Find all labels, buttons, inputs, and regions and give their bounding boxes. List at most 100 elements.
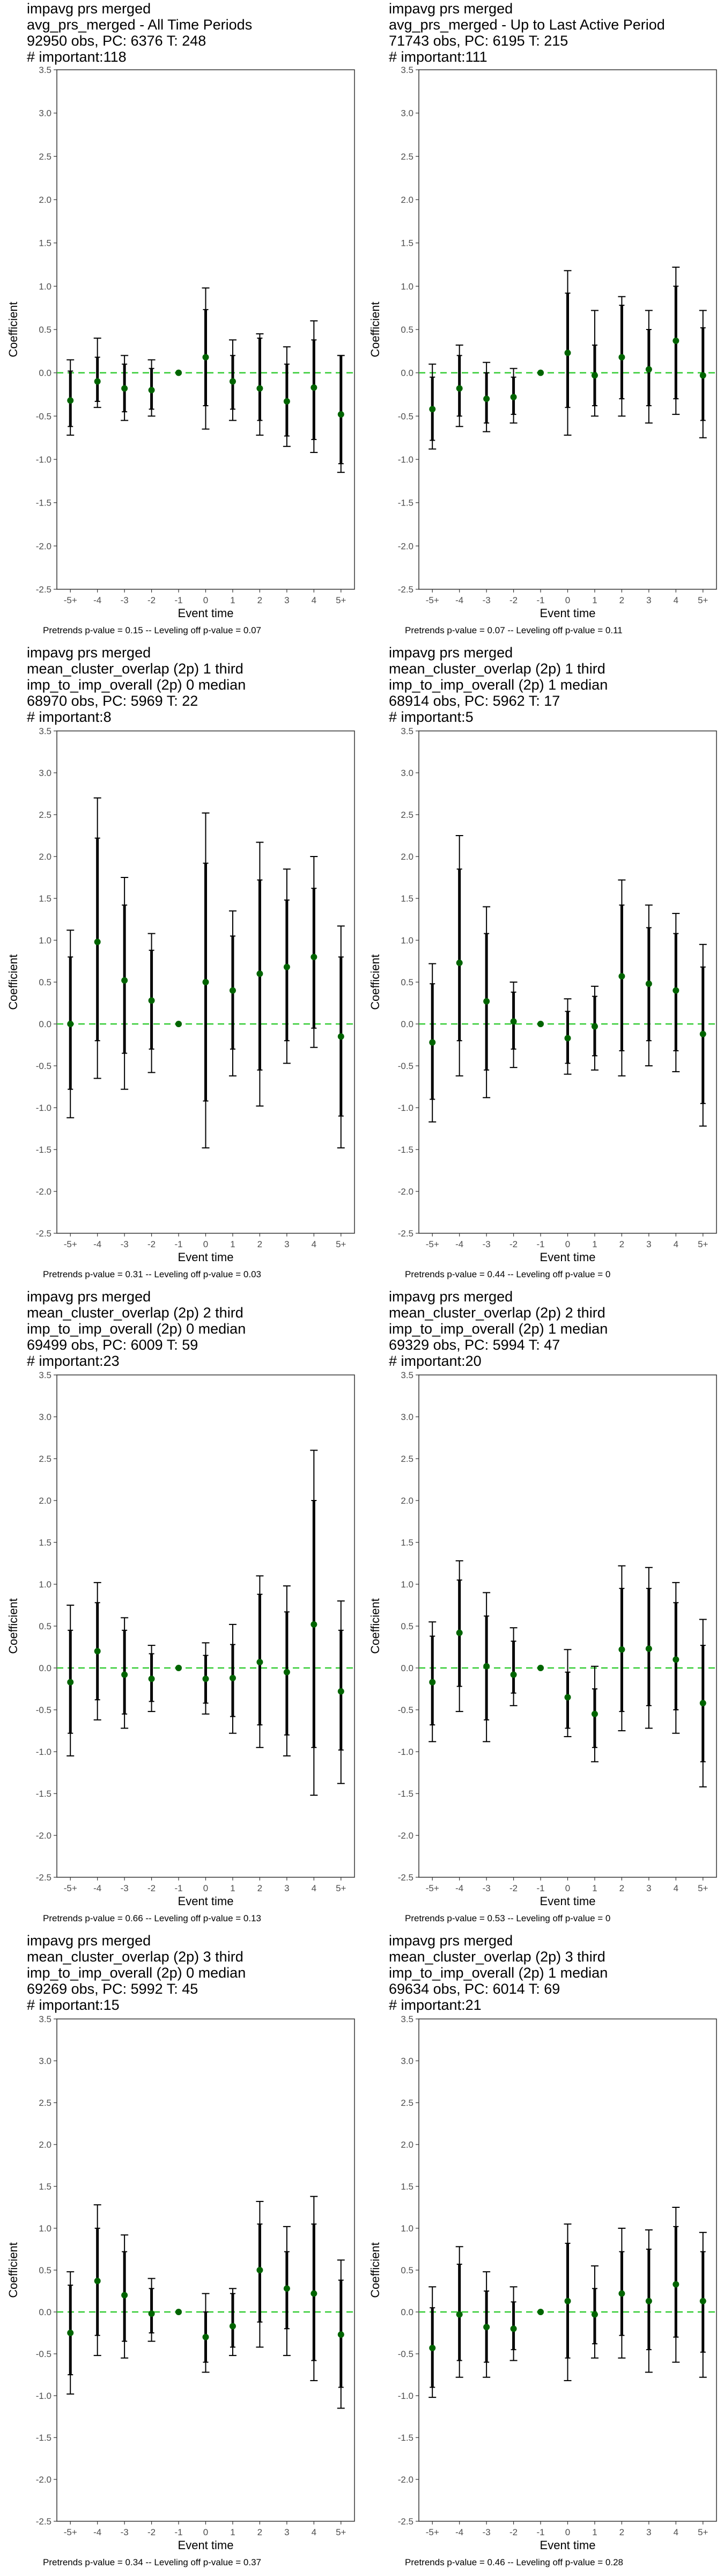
chart-title-line: # important:23 bbox=[27, 1353, 120, 1369]
chart-title-line: avg_prs_merged - All Time Periods bbox=[27, 17, 252, 33]
y-tick-label: 0.0 bbox=[401, 1019, 413, 1029]
y-tick-label: -2.5 bbox=[36, 584, 51, 595]
chart-title-line: imp_to_imp_overall (2p) 1 median bbox=[389, 677, 608, 693]
chart-title-line: 69329 obs, PC: 5994 T: 47 bbox=[389, 1337, 560, 1353]
x-tick-label: 4 bbox=[312, 1239, 316, 1249]
y-tick-label: 0.0 bbox=[401, 2307, 413, 2317]
x-tick-label: 5+ bbox=[336, 2527, 346, 2537]
x-tick-label: -5+ bbox=[64, 595, 77, 605]
coefficient-point bbox=[283, 398, 290, 405]
y-tick-label: 3.5 bbox=[401, 2014, 413, 2024]
coefficient-point bbox=[591, 1023, 598, 1030]
coefficient-point bbox=[645, 366, 652, 373]
chart-title-line: # important:15 bbox=[27, 1997, 120, 2013]
coefficient-point bbox=[510, 1671, 517, 1678]
x-tick-label: 5+ bbox=[336, 595, 346, 605]
coefficient-point bbox=[337, 1033, 344, 1040]
coefficient-point bbox=[311, 384, 317, 391]
x-tick-label: 2 bbox=[257, 1883, 262, 1893]
x-tick-label: 1 bbox=[230, 1239, 235, 1249]
coefficient-point bbox=[618, 354, 625, 361]
x-tick-label: -2 bbox=[147, 1883, 156, 1893]
coefficient-point bbox=[510, 2325, 517, 2332]
coefficient-point bbox=[67, 1679, 74, 1686]
y-axis-title: Coefficient bbox=[368, 302, 382, 357]
coefficient-point bbox=[429, 406, 436, 413]
chart-title-line: # important:20 bbox=[389, 1353, 482, 1369]
x-tick-label: 4 bbox=[312, 2527, 316, 2537]
coefficient-point bbox=[229, 1674, 236, 1681]
coefficient-point bbox=[645, 2297, 652, 2304]
y-axis-title: Coefficient bbox=[6, 302, 20, 357]
y-axis-title: Coefficient bbox=[6, 1598, 20, 1654]
plot-frame bbox=[418, 730, 717, 1234]
x-tick-label: -3 bbox=[121, 1239, 129, 1249]
y-tick-label: -0.5 bbox=[36, 411, 51, 421]
y-tick-label: -2.0 bbox=[36, 541, 51, 551]
coefficient-point bbox=[256, 1659, 263, 1666]
x-tick-label: 3 bbox=[646, 2527, 651, 2537]
x-tick-label: 2 bbox=[619, 595, 624, 605]
x-tick-label: 4 bbox=[674, 1883, 678, 1893]
y-tick-label: 2.0 bbox=[401, 195, 413, 205]
chart-title-line: impavg prs merged bbox=[27, 645, 151, 661]
y-tick-label: 1.5 bbox=[401, 2182, 413, 2192]
x-tick-label: 0 bbox=[203, 1239, 208, 1249]
y-tick-label: 3.5 bbox=[401, 65, 413, 75]
x-tick-label: 5+ bbox=[336, 1239, 346, 1249]
x-tick-label: 3 bbox=[646, 595, 651, 605]
y-tick-label: -2.5 bbox=[36, 2516, 51, 2527]
y-tick-label: 0.5 bbox=[39, 1621, 51, 1631]
y-tick-label: -1.0 bbox=[398, 455, 413, 465]
y-tick-label: 1.0 bbox=[401, 935, 413, 946]
coefficient-point bbox=[537, 369, 544, 376]
chart-title-line: imp_to_imp_overall (2p) 0 median bbox=[27, 677, 246, 693]
y-tick-label: 2.0 bbox=[39, 2140, 51, 2150]
chart-title-line: impavg prs merged bbox=[389, 1289, 513, 1305]
chart-title-line: mean_cluster_overlap (2p) 1 third bbox=[389, 661, 605, 677]
chart-caption: Pretrends p-value = 0.66 -- Leveling off… bbox=[43, 1913, 261, 1923]
chart-title-line: impavg prs merged bbox=[27, 1289, 151, 1305]
y-tick-label: 1.0 bbox=[401, 1579, 413, 1590]
x-tick-label: -4 bbox=[93, 1239, 101, 1249]
chart-title-line: impavg prs merged bbox=[389, 1, 513, 17]
coefficient-point bbox=[483, 998, 490, 1005]
x-tick-label: 2 bbox=[257, 595, 262, 605]
x-tick-label: -1 bbox=[536, 2527, 544, 2537]
y-tick-label: 2.0 bbox=[401, 1496, 413, 1506]
x-axis-title: Event time bbox=[178, 1894, 234, 1908]
coefficient-point bbox=[229, 378, 236, 385]
coefficient-point bbox=[202, 354, 209, 361]
x-tick-label: -5+ bbox=[426, 1883, 439, 1893]
y-tick-label: -1.0 bbox=[398, 1103, 413, 1113]
coefficient-point bbox=[311, 954, 317, 961]
x-tick-label: -3 bbox=[121, 595, 129, 605]
y-tick-label: -0.5 bbox=[36, 2349, 51, 2359]
x-tick-label: 3 bbox=[646, 1239, 651, 1249]
coefficient-point bbox=[429, 1679, 436, 1686]
coefficient-point bbox=[673, 987, 679, 994]
x-tick-label: 2 bbox=[619, 1239, 624, 1249]
coefficient-point bbox=[483, 1663, 490, 1670]
y-tick-label: 2.0 bbox=[401, 2140, 413, 2150]
coefficient-point bbox=[148, 2310, 155, 2317]
y-tick-label: 3.5 bbox=[39, 1370, 51, 1380]
chart-title-line: imp_to_imp_overall (2p) 1 median bbox=[389, 1321, 608, 1337]
coefficient-point bbox=[256, 970, 263, 977]
coefficient-point bbox=[283, 1668, 290, 1675]
chart-title-line: 92950 obs, PC: 6376 T: 248 bbox=[27, 33, 206, 49]
chart-title-line: imp_to_imp_overall (2p) 1 median bbox=[389, 1965, 608, 1981]
y-tick-label: -2.5 bbox=[398, 1872, 413, 1883]
coefficient-point bbox=[94, 939, 101, 946]
y-tick-label: 1.0 bbox=[39, 281, 51, 291]
x-tick-label: -1 bbox=[536, 1239, 544, 1249]
chart-title-line: mean_cluster_overlap (2p) 3 third bbox=[27, 1949, 243, 1965]
chart-title-line: imp_to_imp_overall (2p) 0 median bbox=[27, 1965, 246, 1981]
chart-title-line: 69269 obs, PC: 5992 T: 45 bbox=[27, 1981, 198, 1997]
x-tick-label: 5+ bbox=[698, 2527, 708, 2537]
